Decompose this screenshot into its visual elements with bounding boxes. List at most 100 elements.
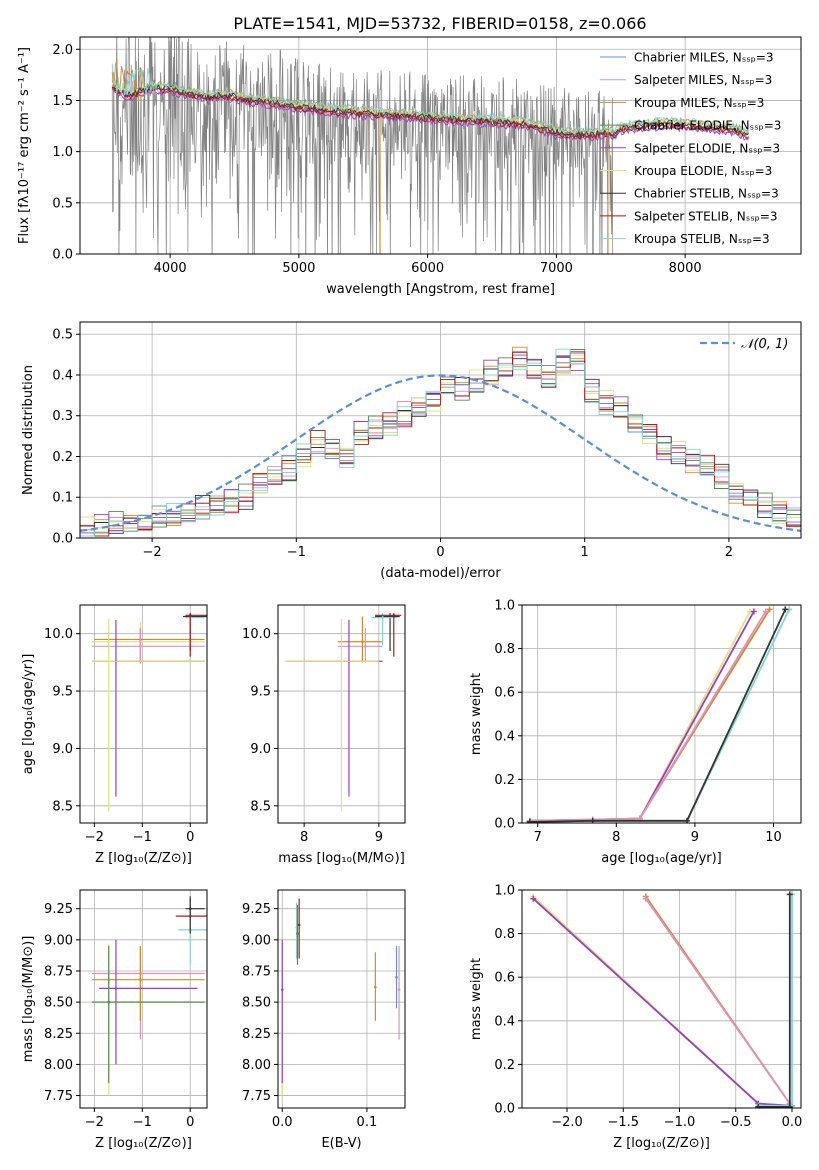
y-axis-label: Normed distribution — [21, 365, 36, 495]
y-tick-label: 0.0 — [494, 1102, 515, 1117]
y-tick-label: 10.0 — [44, 627, 73, 642]
y-tick-label: 0.4 — [52, 368, 73, 383]
normal-distribution-curve — [80, 374, 801, 532]
series-marker — [526, 818, 533, 823]
y-tick-label: 7.75 — [44, 1089, 73, 1104]
plot-area-age_vs_mass — [285, 613, 402, 812]
y-tick-label: 0.5 — [52, 196, 73, 211]
y-tick-label: 0.1 — [52, 491, 73, 506]
y-tick-label: 0.4 — [494, 729, 515, 744]
data-point — [392, 614, 396, 617]
histogram-step-line — [80, 346, 801, 537]
legend-label: Chabrier ELODIE, Nₛₛₚ=3 — [634, 119, 781, 133]
x-tick-label: 9 — [691, 830, 699, 845]
series-line — [758, 894, 791, 1108]
y-tick-label: 0.0 — [52, 248, 73, 263]
x-tick-label: 0 — [436, 545, 444, 560]
grid — [80, 322, 801, 539]
y-axis-label: Flux [fλ10⁻¹⁷ erg cm⁻² s⁻¹ A⁻¹] — [17, 47, 32, 244]
legend-label: Salpeter ELODIE, Nₛₛₚ=3 — [634, 141, 780, 155]
y-tick-label: 0.0 — [52, 532, 73, 547]
series-line — [532, 898, 793, 1107]
data-point — [297, 923, 301, 927]
legend-label: Kroupa ELODIE, Nₛₛₚ=3 — [634, 164, 772, 178]
plot-area-mass_vs_Z — [91, 896, 207, 1096]
x-tick-label: 7 — [534, 830, 542, 845]
model-spectrum-line — [111, 63, 749, 134]
x-tick-label: 5000 — [282, 261, 315, 276]
data-point — [188, 614, 192, 617]
histogram-step-line — [80, 349, 801, 534]
y-tick-label: 10.0 — [242, 627, 271, 642]
legend-label: Kroupa MILES, Nₛₛₚ=3 — [634, 96, 764, 110]
histogram-step-line — [80, 348, 801, 537]
y-tick-label: 9.5 — [250, 685, 271, 700]
axes-residuals: −2 −1 0 1 2 0.0 0.1 0.2 0.3 0.4 0.5 (data-model)/er… — [21, 321, 802, 581]
y-tick-label: 0.2 — [494, 773, 515, 788]
histogram-step-line — [80, 351, 801, 537]
series-line — [529, 611, 755, 822]
series-marker — [782, 606, 789, 613]
axes-weight_vs_Z: −2.0 −1.5 −1.0 −0.5 0.0 0.0 0.2 0.4 0.6 0.8 1.0 Z [… — [469, 884, 802, 1152]
x-axis-label: mass [log₁₀(M/M⊙)] — [278, 851, 405, 866]
y-tick-label: 1.0 — [52, 145, 73, 160]
x-tick-label: −1.0 — [664, 1115, 696, 1130]
data-point — [139, 645, 142, 648]
axes-age_vs_Z: −2 −1 0 8.5 9.0 9.5 10.0 Z [log₁₀(Z/Z⊙)] age [lo… — [21, 604, 208, 866]
series-marker — [755, 1103, 762, 1108]
series-marker — [762, 608, 769, 615]
histogram-step-line — [80, 354, 801, 534]
series-marker — [786, 891, 793, 898]
series-marker — [530, 895, 537, 902]
x-axis-label: Z [log₁₀(Z/Z⊙)] — [95, 851, 192, 866]
x-axis-label: (data-model)/error — [380, 566, 501, 581]
y-tick-label: 0.2 — [494, 1058, 515, 1073]
x-tick-label: −2 — [143, 545, 162, 560]
axes-frame — [521, 604, 802, 824]
legend-label: Chabrier MILES, Nₛₛₚ=3 — [634, 51, 774, 65]
y-tick-label: 9.5 — [52, 685, 73, 700]
legend: Chabrier MILES, Nₛₛₚ=3 Salpeter MILES, Nₛ… — [600, 51, 781, 246]
y-axis-label: mass weight — [469, 958, 484, 1040]
y-tick-label: 8.75 — [44, 964, 73, 979]
x-tick-label: 9 — [375, 830, 383, 845]
x-axis-label: wavelength [Angstrom, rest frame] — [326, 282, 555, 297]
data-point — [139, 978, 142, 981]
y-tick-label: 0.8 — [494, 927, 515, 942]
series-marker — [750, 608, 757, 615]
y-tick-label: 9.25 — [44, 902, 73, 917]
y-tick-label: 1.0 — [494, 884, 515, 899]
observed-spectrum-line — [111, 37, 614, 254]
y-tick-label: 8.5 — [52, 799, 73, 814]
axes-frame — [521, 889, 802, 1109]
x-axis-label: Z [log₁₀(Z/Z⊙)] — [613, 1136, 710, 1151]
data-point — [114, 987, 118, 990]
y-tick-label: 8.50 — [242, 996, 271, 1011]
axes-age_vs_mass: 8 9 8.5 9.0 9.5 10.0 mass [log₁₀(M/M⊙)] — [242, 604, 406, 866]
data-point — [188, 907, 192, 910]
legend-label: 𝒩(0, 1) — [741, 337, 788, 352]
y-tick-label: 9.0 — [52, 742, 73, 757]
x-tick-label: −1 — [133, 830, 152, 845]
y-tick-label: 8.00 — [242, 1058, 271, 1073]
axes-frame — [277, 889, 406, 1109]
y-tick-label: 1.0 — [494, 599, 515, 614]
x-tick-label: −1 — [133, 1115, 152, 1130]
histogram-step-line — [80, 354, 801, 533]
histogram-step-line — [80, 355, 801, 537]
y-tick-label: 8.25 — [44, 1027, 73, 1042]
data-point — [280, 988, 284, 991]
data-point — [364, 645, 367, 648]
y-tick-label: 8.50 — [44, 996, 73, 1011]
data-point — [397, 988, 401, 991]
y-tick-label: 1.5 — [52, 94, 73, 109]
x-tick-label: 8000 — [669, 261, 702, 276]
x-axis-label: age [log₁₀(age/yr)] — [601, 851, 722, 866]
grid — [80, 605, 207, 823]
figure-title: PLATE=1541, MJD=53732, FIBERID=0158, z=0… — [233, 14, 646, 33]
axes-frame — [79, 604, 208, 824]
data-point — [107, 659, 111, 663]
data-point — [395, 975, 398, 979]
axes-mass_vs_ebv: 0.0 0.1 7.75 8.00 8.25 8.50 8.75 9.00 9.25 E(B-V) — [242, 889, 406, 1151]
